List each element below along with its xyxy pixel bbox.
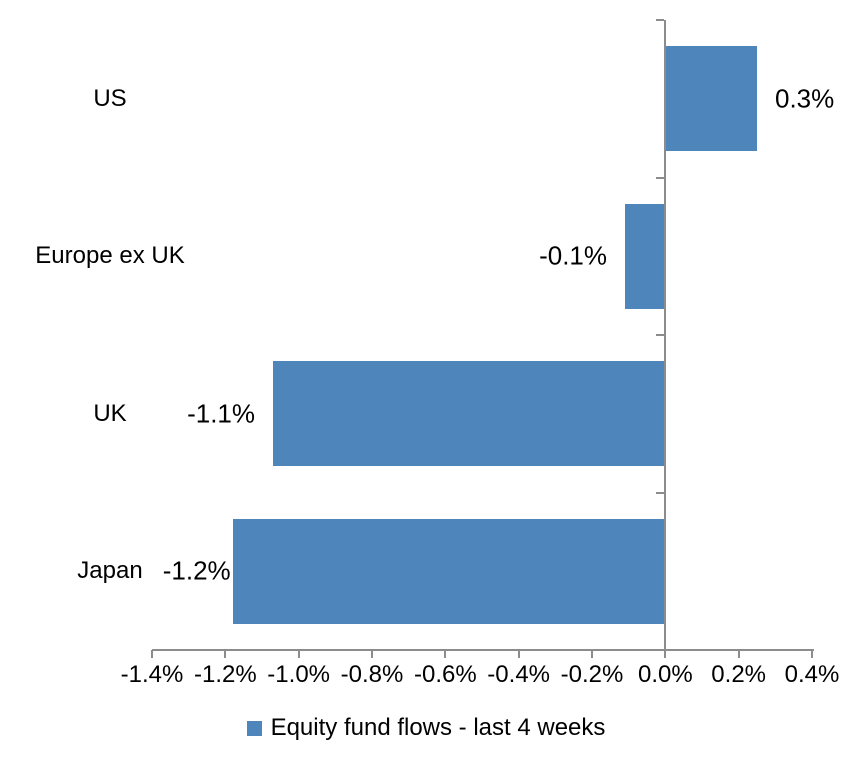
x-tick-label: 0.4%	[784, 661, 840, 688]
x-axis-tick	[591, 650, 593, 658]
x-tick-label: -0.6%	[413, 661, 477, 688]
legend-swatch-icon	[246, 720, 262, 736]
data-label: -0.1%	[539, 240, 607, 271]
bar-europe-ex-uk	[625, 203, 666, 309]
x-axis-tick	[371, 650, 373, 658]
x-tick-label: -0.2%	[560, 661, 624, 688]
bar-us	[665, 46, 757, 152]
data-label: 0.3%	[775, 83, 835, 114]
x-tick-label: -1.0%	[267, 661, 331, 688]
x-axis-tick	[444, 650, 447, 658]
x-tick-label: -0.8%	[340, 661, 404, 688]
category-axis-tick	[656, 176, 665, 179]
x-tick-label: -0.4%	[487, 661, 551, 688]
x-tick-label: 0.2%	[711, 661, 767, 688]
x-tick-label: 0.0%	[637, 661, 693, 688]
legend-label: Equity fund flows - last 4 weeks	[270, 714, 606, 741]
category-label: US	[93, 84, 127, 112]
category-axis-tick	[656, 19, 665, 21]
x-tick-label: -1.2%	[193, 661, 257, 688]
category-label: UK	[93, 399, 127, 427]
category-axis-tick	[656, 491, 665, 494]
x-axis-tick	[517, 650, 520, 658]
bar-japan	[232, 518, 666, 624]
category-axis-line	[664, 20, 667, 650]
x-axis-tick	[664, 650, 667, 658]
x-axis-tick	[224, 650, 227, 658]
category-label: Japan	[77, 557, 143, 585]
category-label: Europe ex UK	[35, 242, 185, 270]
bar-uk	[273, 361, 666, 467]
x-axis-tick	[297, 650, 300, 658]
data-label: -1.2%	[162, 555, 231, 586]
x-axis-tick	[811, 650, 813, 658]
x-axis-tick	[737, 650, 740, 658]
data-label: -1.1%	[187, 398, 255, 429]
x-tick-label: -1.4%	[120, 661, 184, 688]
value-axis-line	[152, 649, 814, 651]
legend: Equity fund flows - last 4 weeks	[0, 714, 852, 742]
x-axis-tick	[151, 650, 153, 658]
category-axis-tick	[656, 334, 665, 336]
